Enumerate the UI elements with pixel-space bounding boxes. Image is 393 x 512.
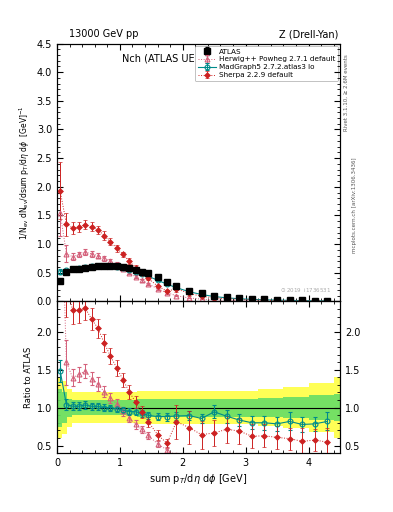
Text: Rivet 3.1.10, ≥ 2.6M events: Rivet 3.1.10, ≥ 2.6M events <box>344 54 349 131</box>
Text: 13000 GeV pp: 13000 GeV pp <box>69 29 138 39</box>
Text: Z (Drell-Yan): Z (Drell-Yan) <box>279 29 339 39</box>
Y-axis label: Ratio to ATLAS: Ratio to ATLAS <box>24 347 33 408</box>
Legend: ATLAS, Herwig++ Powheg 2.7.1 default, MadGraph5 2.7.2.atlas3 lo, Sherpa 2.2.9 de: ATLAS, Herwig++ Powheg 2.7.1 default, Ma… <box>195 46 338 81</box>
X-axis label: sum p$_T$/d$\eta$ d$\phi$ [GeV]: sum p$_T$/d$\eta$ d$\phi$ [GeV] <box>149 472 248 486</box>
Y-axis label: 1/N$_{\rm ev}$ dN$_{\rm ev}$/dsum p$_{\rm T}$/d$\eta$ d$\phi$  [GeV]$^{-1}$: 1/N$_{\rm ev}$ dN$_{\rm ev}$/dsum p$_{\r… <box>18 105 33 240</box>
Text: mcplots.cern.ch [arXiv:1306.3436]: mcplots.cern.ch [arXiv:1306.3436] <box>352 157 357 252</box>
Text: Nch (ATLAS UE in Z production): Nch (ATLAS UE in Z production) <box>121 54 275 64</box>
Text: $\odot$ 2019  i1736531: $\odot$ 2019 i1736531 <box>280 286 331 294</box>
